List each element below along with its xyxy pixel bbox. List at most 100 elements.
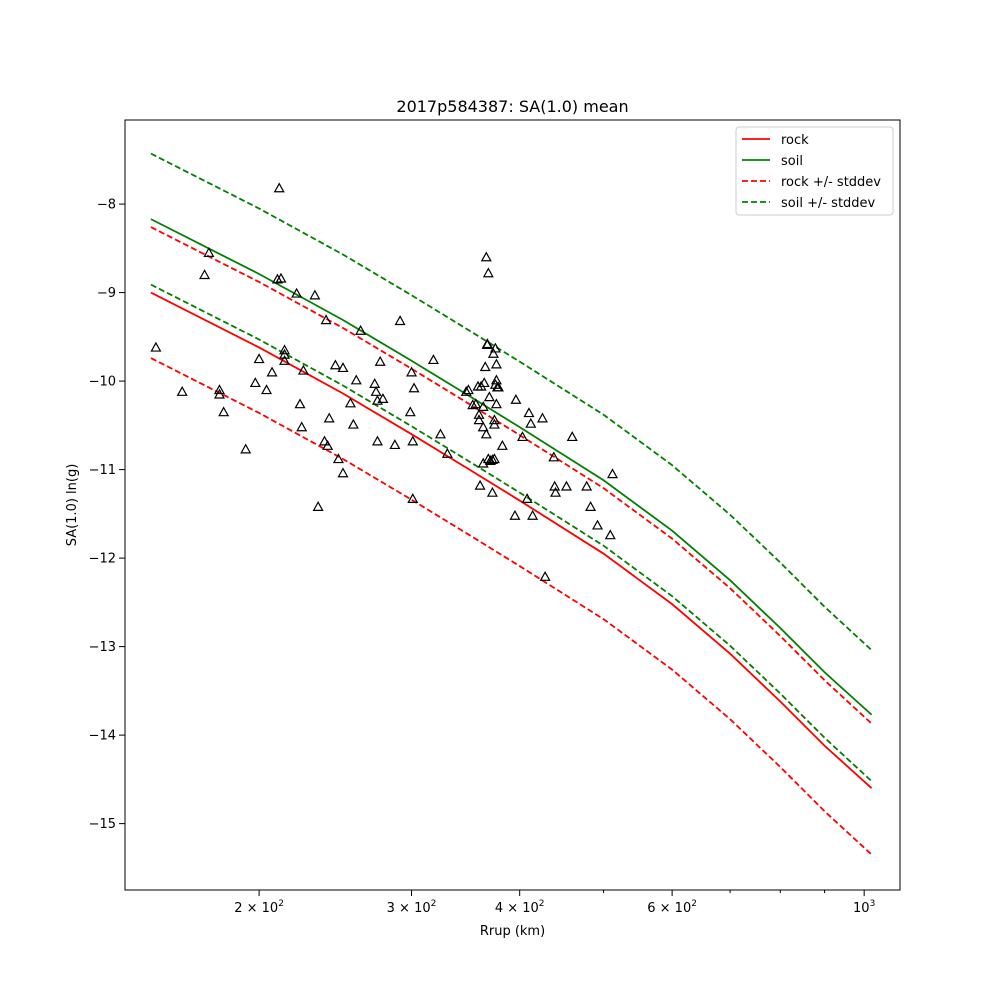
observation-marker bbox=[389, 439, 401, 450]
observation-marker bbox=[273, 182, 285, 193]
observation-marker bbox=[374, 355, 386, 366]
x-axis-label: Rrup (km) bbox=[480, 924, 545, 939]
observation-marker bbox=[434, 428, 446, 439]
observation-marker bbox=[377, 393, 389, 403]
legend-label: rock bbox=[781, 133, 809, 148]
observation-marker bbox=[496, 439, 508, 450]
observation-marker bbox=[480, 428, 492, 439]
observation-marker bbox=[404, 406, 416, 417]
observation-marker bbox=[489, 342, 501, 353]
observation-marker bbox=[261, 384, 273, 395]
observation-marker bbox=[527, 509, 539, 520]
observation-marker bbox=[474, 479, 486, 490]
observation-marker bbox=[591, 519, 604, 530]
observation-marker bbox=[521, 493, 533, 504]
observation-marker bbox=[150, 341, 162, 352]
observation-marker bbox=[347, 418, 359, 429]
x-tick-label: 4 × 102 bbox=[495, 899, 545, 916]
series-line-0 bbox=[150, 291, 873, 789]
observation-marker bbox=[199, 269, 211, 280]
observation-marker bbox=[350, 374, 362, 385]
observation-marker bbox=[488, 453, 500, 464]
observation-marker bbox=[297, 364, 309, 375]
observation-marker bbox=[408, 382, 420, 393]
legend-box bbox=[735, 126, 894, 216]
observation-marker bbox=[482, 267, 494, 278]
observation-marker bbox=[441, 447, 453, 458]
observation-marker bbox=[549, 486, 562, 497]
y-tick-label: −9 bbox=[97, 286, 116, 301]
observation-marker bbox=[510, 393, 522, 404]
observation-marker bbox=[275, 272, 287, 283]
observation-marker bbox=[487, 347, 499, 358]
observation-marker bbox=[394, 315, 406, 326]
observation-marker bbox=[481, 339, 493, 350]
series-line-3 bbox=[150, 357, 873, 856]
observation-marker bbox=[291, 287, 303, 298]
observation-layer bbox=[150, 182, 619, 581]
plot-frame bbox=[124, 119, 901, 891]
observation-marker bbox=[486, 454, 498, 465]
series-line-5 bbox=[150, 283, 873, 782]
observation-marker bbox=[479, 361, 491, 372]
series-line-1 bbox=[150, 218, 873, 716]
observation-marker bbox=[309, 289, 321, 300]
observation-marker bbox=[539, 570, 551, 581]
observation-marker bbox=[323, 412, 335, 423]
observation-marker bbox=[369, 378, 381, 388]
observation-marker bbox=[473, 408, 485, 419]
observation-marker bbox=[218, 406, 230, 417]
observation-marker bbox=[271, 273, 283, 284]
observation-marker bbox=[407, 493, 419, 504]
observation-marker bbox=[249, 377, 261, 388]
observation-marker bbox=[477, 421, 489, 432]
observation-marker bbox=[371, 435, 383, 446]
observation-marker bbox=[337, 362, 349, 373]
observation-marker bbox=[329, 359, 341, 370]
observation-marker bbox=[488, 414, 500, 425]
observation-marker bbox=[337, 467, 349, 478]
observation-marker bbox=[604, 529, 616, 540]
observation-marker bbox=[478, 377, 490, 388]
legend: rock soil rock +/- stddev soil +/- stddev bbox=[735, 126, 894, 216]
observation-marker bbox=[566, 431, 578, 442]
observation-marker bbox=[560, 480, 572, 491]
observation-marker bbox=[525, 417, 537, 428]
observation-marker bbox=[318, 435, 331, 446]
observation-marker bbox=[407, 435, 419, 446]
observation-marker bbox=[322, 439, 334, 450]
observation-marker bbox=[266, 366, 278, 377]
observation-marker bbox=[516, 431, 529, 442]
observation-marker bbox=[483, 391, 495, 402]
observation-marker bbox=[470, 398, 482, 409]
x-axis: 2 × 102 3 × 102 4 × 102 6 × 102 103 bbox=[234, 890, 875, 916]
y-tick-label: −8 bbox=[97, 198, 116, 213]
observation-marker bbox=[490, 358, 502, 369]
observation-marker bbox=[480, 251, 492, 262]
chart-title: 2017p584387: SA(1.0) mean bbox=[396, 97, 628, 116]
observation-marker bbox=[536, 412, 548, 423]
observation-marker bbox=[332, 453, 344, 464]
observation-marker bbox=[344, 397, 356, 408]
y-tick-label: −13 bbox=[89, 640, 116, 655]
x-tick-label: 3 × 102 bbox=[387, 899, 437, 916]
observation-marker bbox=[176, 385, 188, 396]
observation-marker bbox=[585, 501, 597, 511]
observation-marker bbox=[279, 355, 291, 365]
observation-marker bbox=[203, 247, 215, 257]
x-tick-label: 2 × 102 bbox=[234, 899, 284, 916]
observation-marker bbox=[477, 401, 489, 411]
observation-marker bbox=[355, 324, 367, 335]
observation-marker bbox=[460, 385, 472, 396]
series-line-4 bbox=[150, 152, 873, 651]
y-tick-label: −11 bbox=[89, 463, 116, 478]
observation-marker bbox=[294, 398, 306, 409]
observation-marker bbox=[523, 407, 535, 418]
observation-marker bbox=[462, 384, 474, 395]
observation-marker bbox=[240, 443, 252, 454]
legend-label: rock +/- stddev bbox=[781, 175, 881, 190]
legend-label: soil bbox=[781, 154, 803, 169]
observation-marker bbox=[253, 353, 265, 364]
observation-marker bbox=[406, 366, 418, 377]
